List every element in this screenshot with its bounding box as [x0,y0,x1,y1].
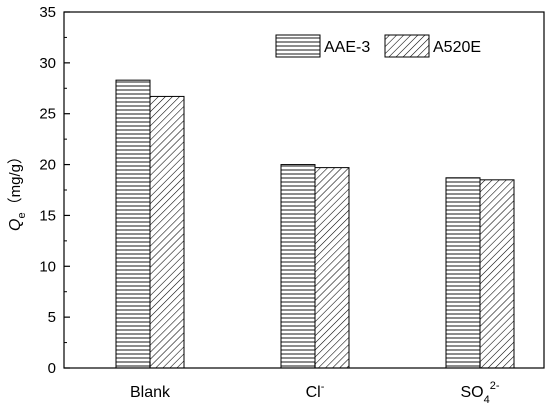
y-tick-label: 10 [39,258,56,275]
bar-a520e-0 [149,95,185,369]
bar-aae-3-0 [115,79,151,369]
x-tick-label: Cl- [306,381,325,401]
y-tick-label: 25 [39,106,56,123]
axes: 0 5 10 15 20 25 30 35 Blank Cl- SO42- [39,4,545,406]
legend-swatch-a520e [384,34,430,58]
x-tick-label: SO42- [460,380,499,406]
y-tick-label: 5 [48,309,56,326]
bar-aae-3-2 [445,177,481,369]
bar-a520e-1 [314,167,350,369]
y-tick-label: 30 [39,55,56,72]
legend-swatch-aae-3 [275,34,321,58]
bar-a520e-2 [479,179,515,369]
x-tick-label: Blank [130,384,171,401]
y-tick-label: 0 [48,360,56,377]
plot-area [115,79,515,369]
y-axis-title: Qe（mg/g） [7,149,28,231]
legend-label-a520e: A520E [433,39,481,56]
y-tick-label: 20 [39,157,56,174]
y-tick-label: 35 [39,4,56,21]
legend: AAE-3 A520E [275,34,481,58]
bar-aae-3-1 [280,164,316,369]
y-tick-label: 15 [39,207,56,224]
legend-label-aae-3: AAE-3 [324,39,370,56]
